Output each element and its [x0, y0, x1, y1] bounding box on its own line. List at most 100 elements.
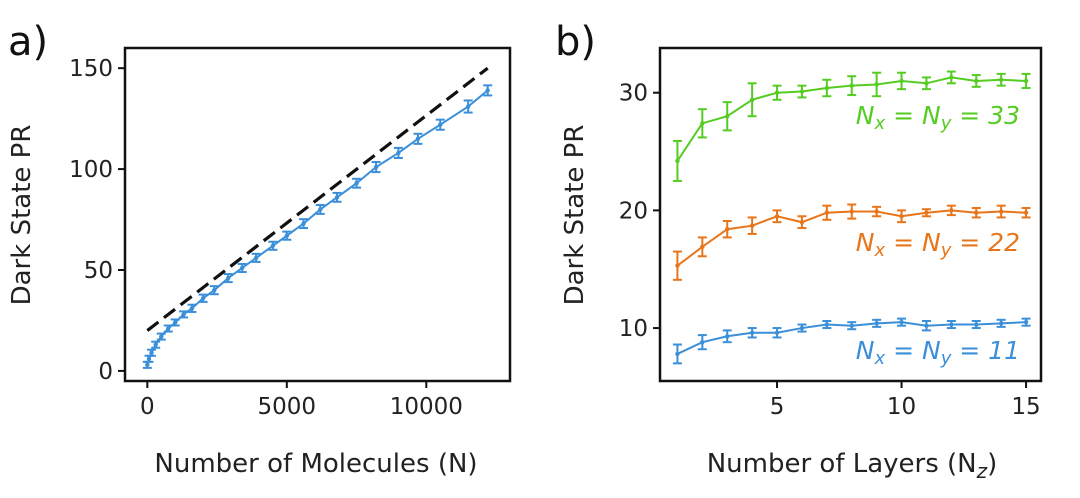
b-series-0-point: [725, 114, 730, 119]
b-series-2-point: [725, 334, 730, 339]
series-label-22: Nx = Ny = 22: [856, 228, 1020, 261]
a-series-0-point: [334, 195, 340, 200]
a-xtick-label: 5000: [258, 394, 317, 420]
a-series-0-point: [149, 350, 154, 355]
b-series-2-point: [824, 322, 830, 327]
a-series-0-point: [159, 334, 164, 339]
b-series-2-point: [974, 322, 979, 327]
b-series-1-point: [949, 208, 954, 213]
b-series-0-point: [974, 78, 979, 84]
b-ytick-label: 10: [619, 316, 648, 342]
b-series-2-point: [849, 323, 854, 328]
b-ytick-label: 20: [619, 198, 648, 224]
b-series-1-point: [824, 210, 830, 215]
b-series-0-point: [799, 89, 805, 94]
panel-b-plot: [672, 70, 1031, 365]
b-series-1-point: [749, 223, 755, 228]
b-series-1-point: [849, 209, 854, 214]
b-series-1-point: [725, 227, 730, 232]
a-series-0-point: [284, 233, 290, 238]
b-series-1-point: [700, 244, 705, 250]
panel-a-frame: [123, 46, 512, 383]
b-xtick-label: 5: [770, 394, 785, 420]
panel-b-ylabel: Dark State PR: [560, 125, 590, 306]
a-series-0-point: [373, 164, 379, 170]
a-series-0-point: [270, 243, 276, 248]
b-xtick-label: 10: [887, 394, 916, 420]
b-series-2-point: [949, 322, 954, 327]
a-series-0-point: [415, 136, 421, 142]
b-series-2-point: [774, 330, 780, 335]
b-series-2-point: [675, 351, 680, 357]
b-series-0-point: [924, 81, 929, 86]
a-series-0-point: [226, 275, 231, 281]
b-series-1-point: [998, 209, 1004, 214]
series-label-11: Nx = Ny = 11: [856, 336, 1020, 369]
b-series-2-point: [924, 323, 929, 328]
a-series-0-line: [146, 89, 489, 366]
panel-b-ticks: 5 10 15 10 20 30: [619, 81, 1041, 420]
a-series-0-point: [354, 181, 359, 186]
b-series-1-point: [874, 209, 879, 214]
panel-b-label: b): [555, 19, 596, 65]
series-label-33: Nx = Ny = 33: [856, 101, 1020, 134]
b-series-0-point: [849, 83, 854, 88]
panel-a-label: a): [8, 19, 48, 65]
panel-a-plot: [142, 66, 493, 369]
a-ytick-label: 150: [69, 56, 113, 82]
a-series-0-point: [465, 104, 471, 109]
a-series-0-point: [166, 326, 171, 331]
a-series-0-point: [396, 150, 401, 156]
a-series-0-point: [438, 122, 443, 127]
panel-a: a) 0 5000 10000 0 50 100 150 Number of Molecul…: [7, 19, 512, 479]
b-series-0-point: [1023, 78, 1029, 84]
b-series-1-point: [799, 219, 805, 225]
b-xtick-label: 15: [1011, 394, 1040, 420]
a-series-0-point: [239, 265, 245, 271]
a-ytick-label: 0: [98, 359, 113, 385]
a-series-0-point: [253, 255, 259, 261]
b-series-0-point: [774, 90, 780, 95]
b-series-2-point: [700, 339, 705, 345]
a-xtick-label: 10000: [390, 394, 463, 420]
b-series-2-point: [899, 319, 904, 325]
b-ytick-label: 30: [619, 81, 648, 107]
b-series-1-point: [675, 263, 680, 268]
panel-b-frame: [658, 46, 1043, 383]
a-series-0-point: [173, 320, 178, 325]
b-series-0-point: [749, 97, 755, 102]
a-series-0-point: [181, 312, 186, 317]
b-series-2-point: [874, 321, 879, 326]
a-series-0-point: [189, 306, 195, 311]
a-series-0-point: [200, 296, 206, 301]
a-series-0-point: [153, 342, 158, 347]
a-ytick-label: 100: [69, 157, 113, 183]
b-series-1-point: [1023, 210, 1029, 215]
b-series-0-point: [949, 75, 954, 80]
b-series-1-point: [924, 210, 929, 215]
a-series-0-point: [212, 287, 217, 293]
a-ytick-label: 50: [84, 258, 113, 284]
b-series-2-point: [1023, 319, 1029, 325]
panel-a-ylabel: Dark State PR: [7, 125, 37, 306]
b-series-0-point: [899, 78, 904, 84]
b-series-1-point: [974, 210, 979, 215]
b-series-0-point: [700, 121, 705, 126]
panel-a-xlabel: Number of Molecules (N): [154, 449, 477, 479]
b-series-1-point: [774, 214, 780, 219]
panel-b: b) 5 10 15 10 20 30 Number of Layers (Nz) Dar…: [555, 19, 1043, 483]
b-series-2-point: [749, 330, 755, 335]
a-series-0-point: [146, 356, 152, 361]
a-series-0-point: [301, 221, 306, 226]
b-series-0-point: [874, 82, 879, 87]
panel-b-xlabel: Number of Layers (Nz): [707, 449, 998, 483]
a-series-0-point: [485, 88, 490, 93]
b-series-2-point: [998, 321, 1004, 326]
a-series-0-point: [145, 362, 150, 368]
panel-a-ticks: 0 5000 10000 0 50 100 150: [69, 56, 463, 420]
a-xtick-label: 0: [140, 394, 155, 420]
b-series-2-point: [799, 325, 805, 331]
a-fit-line: [146, 66, 489, 332]
b-series-1-point: [899, 214, 904, 219]
